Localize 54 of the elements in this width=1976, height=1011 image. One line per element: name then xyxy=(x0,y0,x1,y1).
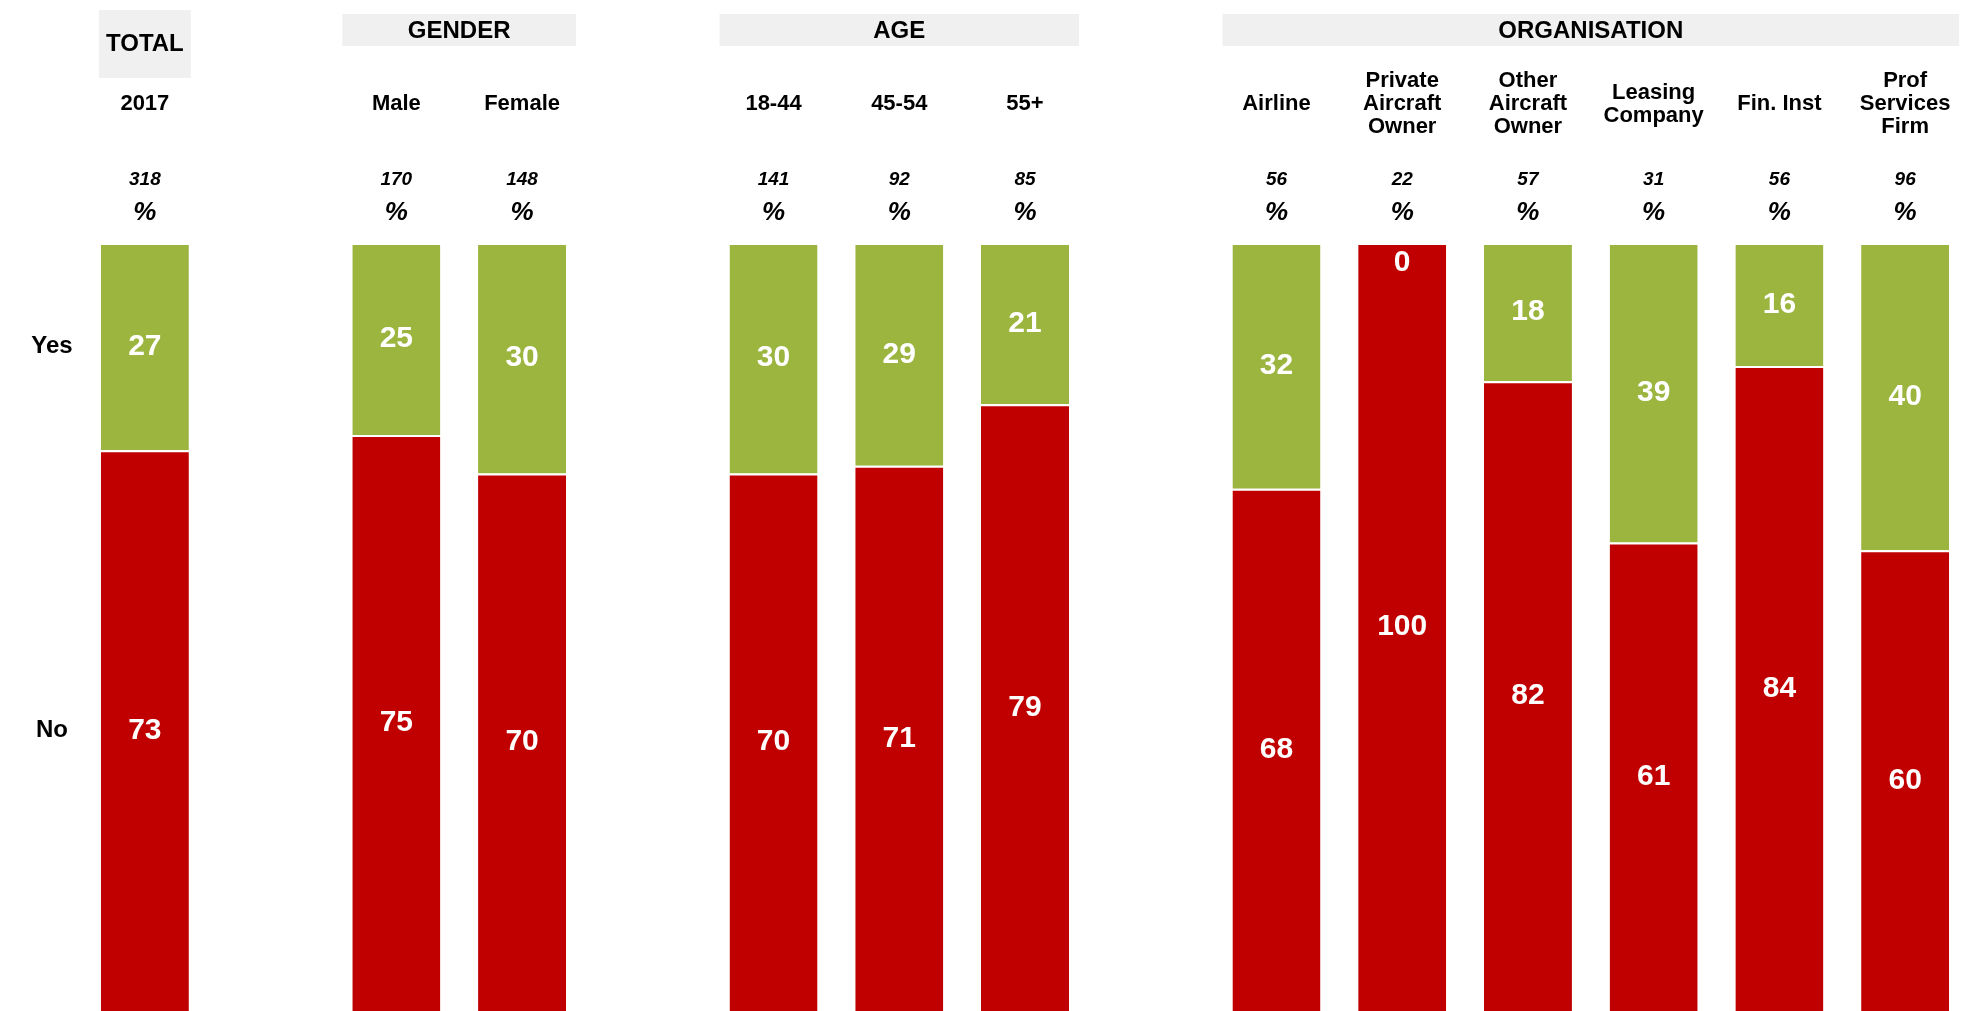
x-tick-label: Fin. Inst xyxy=(1737,90,1823,116)
data-label: 29 xyxy=(882,335,916,369)
x-tick-label: Male xyxy=(371,90,421,116)
data-label: 82 xyxy=(1511,677,1545,711)
text: 318 % xyxy=(129,168,162,227)
text: GENDER xyxy=(407,15,511,43)
text: 92 % xyxy=(887,168,911,227)
x-tick-label: 18-44 xyxy=(745,90,803,116)
data-label: 25 xyxy=(379,320,414,354)
text: TOTAL xyxy=(105,28,184,56)
data-label: 75 xyxy=(379,704,414,738)
x-tick-label: Female xyxy=(484,90,560,116)
data-label: 68 xyxy=(1259,731,1294,765)
x-tick-label: Other Aircraft Owner xyxy=(1488,67,1568,139)
x-tick-label: Prof Services Firm xyxy=(1859,67,1951,139)
x-tick-label: 45-54 xyxy=(871,90,929,116)
data-label: 32 xyxy=(1259,347,1294,381)
data-label: 71 xyxy=(882,719,916,753)
data-label: 0 xyxy=(1393,244,1411,278)
x-tick-label: Airline xyxy=(1242,90,1311,116)
data-label: 73 xyxy=(128,711,162,745)
x-tick-label: Leasing Company xyxy=(1603,78,1705,127)
text: 148 % xyxy=(506,168,539,227)
text: 170 % xyxy=(380,168,413,227)
x-tick-label: 2017 xyxy=(120,90,170,116)
text: 56 % xyxy=(1767,168,1791,227)
data-label: 39 xyxy=(1636,374,1671,408)
text: 96 % xyxy=(1893,168,1917,227)
data-label: 16 xyxy=(1762,285,1797,319)
data-label: 100 xyxy=(1377,608,1428,642)
text: 57 % xyxy=(1516,168,1540,227)
x-tick-label: Private Aircraft Owner xyxy=(1363,67,1442,139)
x-tick-label: 55+ xyxy=(1006,90,1044,116)
data-label: 79 xyxy=(1008,688,1042,722)
data-label: 61 xyxy=(1636,758,1671,792)
data-label: 40 xyxy=(1888,377,1922,411)
text: 141 % xyxy=(757,168,790,227)
data-label: 84 xyxy=(1762,669,1797,703)
data-label: 18 xyxy=(1511,293,1545,327)
series-label: Yes xyxy=(31,331,73,359)
data-label: 30 xyxy=(505,339,539,373)
data-label: 70 xyxy=(756,723,791,757)
text: 22 % xyxy=(1390,168,1414,227)
text: ORGANISATION xyxy=(1498,15,1684,43)
data-label: 27 xyxy=(128,327,162,361)
text: 56 % xyxy=(1264,168,1289,227)
data-label: 21 xyxy=(1008,304,1042,338)
text: 31 % xyxy=(1642,168,1666,227)
data-label: 60 xyxy=(1888,761,1922,795)
data-label: 30 xyxy=(756,339,791,373)
data-label: 70 xyxy=(505,723,539,757)
text: AGE xyxy=(873,15,926,43)
series-label: No xyxy=(36,715,68,743)
text: 85 % xyxy=(1013,168,1037,227)
